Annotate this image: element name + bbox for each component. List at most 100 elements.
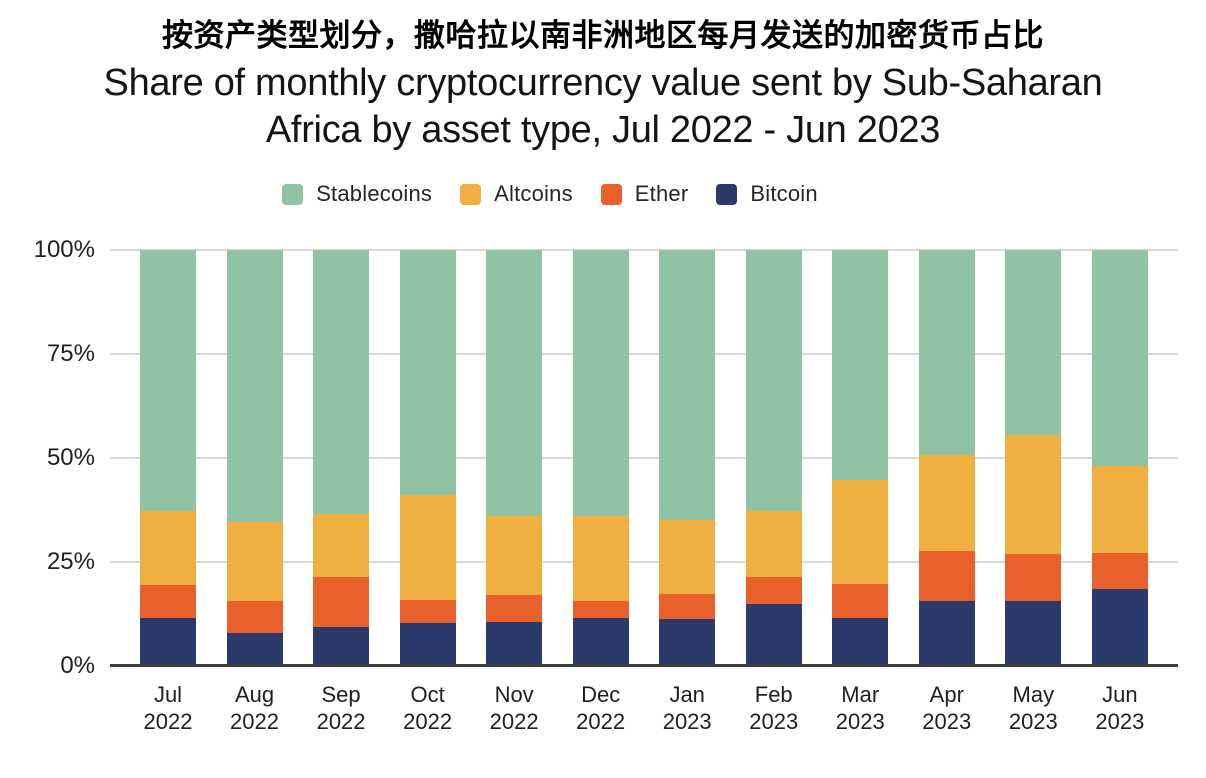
x-tick-line: Oct <box>410 682 445 707</box>
bar-apr-2023 <box>918 250 975 666</box>
segment-stablecoins-may-2023 <box>1005 250 1062 435</box>
x-axis-baseline <box>110 664 1178 667</box>
bar-oct-2022 <box>399 250 456 666</box>
segment-bitcoin-may-2023 <box>1005 600 1062 666</box>
chart-title-chinese: 按资产类型划分，撒哈拉以南非洲地区每月发送的加密货币占比 <box>162 18 1044 53</box>
bar-jul-2022 <box>140 250 196 666</box>
segment-bitcoin-apr-2023 <box>918 601 975 666</box>
segment-stablecoins-aug-2022 <box>226 250 283 523</box>
gridline-25% <box>110 561 1178 563</box>
x-tick-oct-2022: Oct 2022 <box>400 681 456 735</box>
x-tick-line: 2022 <box>576 709 626 734</box>
legend-label-ether: Ether <box>634 181 689 206</box>
x-tick-line: 2023 <box>922 709 972 734</box>
ether-swatch-icon <box>600 183 622 205</box>
x-tick-dec-2022: Dec 2022 <box>573 681 629 735</box>
segment-ether-dec-2022 <box>572 600 629 619</box>
segment-bitcoin-jul-2022 <box>140 618 196 666</box>
x-tick-feb-2023: Feb 2023 <box>746 681 802 735</box>
x-tick-line: Feb <box>754 682 793 707</box>
bitcoin-swatch-icon <box>716 183 738 205</box>
bar-sep-2022 <box>313 250 370 666</box>
segment-ether-may-2023 <box>1005 553 1062 601</box>
segment-altcoins-apr-2023 <box>918 455 975 551</box>
chart-title-english: Share of monthly cryptocurrency value se… <box>0 60 1206 154</box>
segment-bitcoin-dec-2022 <box>572 618 629 666</box>
x-tick-mar-2023: Mar 2023 <box>832 681 888 735</box>
segment-altcoins-mar-2023 <box>832 480 889 585</box>
x-tick-line: Apr <box>929 682 964 707</box>
segment-altcoins-may-2023 <box>1005 434 1062 554</box>
segment-bitcoin-oct-2022 <box>399 623 456 666</box>
x-tick-line: Aug <box>234 682 275 707</box>
x-tick-apr-2023: Apr 2023 <box>919 681 975 735</box>
chart-title-english-line1: Share of monthly cryptocurrency value se… <box>103 62 1103 104</box>
y-tick-label-25%: 25% <box>46 548 95 575</box>
segment-altcoins-nov-2022 <box>486 515 543 595</box>
segment-stablecoins-feb-2023 <box>745 250 802 512</box>
x-tick-line: 2022 <box>143 709 193 734</box>
altcoins-swatch-icon <box>460 183 482 205</box>
legend-label-bitcoin: Bitcoin <box>750 181 818 206</box>
x-tick-line: 2022 <box>489 709 539 734</box>
segment-bitcoin-aug-2022 <box>226 632 283 666</box>
x-tick-jun-2023: Jun 2023 <box>1092 681 1148 735</box>
y-tick-label-0%: 0% <box>60 652 95 679</box>
segment-altcoins-feb-2023 <box>745 511 802 578</box>
chart-title-english-line2: Africa by asset type, Jul 2022 - Jun 202… <box>265 109 941 151</box>
x-tick-line: Dec <box>581 682 621 707</box>
segment-stablecoins-nov-2022 <box>486 250 543 516</box>
segment-ether-apr-2023 <box>918 550 975 602</box>
segment-ether-jun-2023 <box>1091 552 1148 590</box>
segment-stablecoins-oct-2022 <box>399 250 456 496</box>
segment-stablecoins-jan-2023 <box>659 250 716 521</box>
x-tick-line: 2023 <box>662 709 712 734</box>
segment-altcoins-jul-2022 <box>140 511 196 586</box>
x-tick-line: Jul <box>153 682 183 707</box>
legend-label-stablecoins: Stablecoins <box>316 181 433 206</box>
y-tick-label-100%: 100% <box>33 236 95 263</box>
segment-stablecoins-apr-2023 <box>918 250 975 456</box>
segment-altcoins-jan-2023 <box>659 520 716 595</box>
segment-ether-jul-2022 <box>140 585 196 619</box>
x-tick-line: 2022 <box>403 709 453 734</box>
segment-ether-sep-2022 <box>313 577 370 628</box>
bar-nov-2022 <box>486 250 543 666</box>
segment-altcoins-aug-2022 <box>226 522 283 601</box>
x-tick-line: 2023 <box>749 709 799 734</box>
x-tick-sep-2022: Sep 2022 <box>313 681 369 735</box>
segment-bitcoin-jan-2023 <box>659 618 716 666</box>
segment-ether-aug-2022 <box>226 600 283 633</box>
x-tick-line: Jan <box>669 682 705 707</box>
segment-ether-jan-2023 <box>659 594 716 619</box>
bar-feb-2023 <box>745 250 802 666</box>
x-tick-nov-2022: Nov 2022 <box>486 681 542 735</box>
bar-jun-2023 <box>1091 250 1148 666</box>
segment-altcoins-dec-2022 <box>572 515 629 601</box>
segment-ether-oct-2022 <box>399 600 456 624</box>
segment-stablecoins-mar-2023 <box>832 250 889 481</box>
segment-stablecoins-sep-2022 <box>313 250 370 515</box>
bar-dec-2022 <box>572 250 629 666</box>
bar-may-2023 <box>1005 250 1062 666</box>
segment-bitcoin-nov-2022 <box>486 622 543 666</box>
x-tick-jul-2022: Jul 2022 <box>140 681 196 735</box>
plot-area: 0% 25% 50% 75% 100% <box>34 236 1178 679</box>
x-tick-line: 2022 <box>316 709 366 734</box>
segment-bitcoin-sep-2022 <box>313 627 370 666</box>
x-tick-may-2023: May 2023 <box>1005 681 1061 735</box>
x-tick-line: Mar <box>841 682 880 707</box>
x-tick-line: 2022 <box>230 709 279 734</box>
y-tick-label-50%: 50% <box>46 444 95 471</box>
gridline-100% <box>110 249 1178 251</box>
segment-altcoins-sep-2022 <box>313 514 370 578</box>
segment-stablecoins-jul-2022 <box>140 250 196 512</box>
x-tick-jan-2023: Jan 2023 <box>659 681 715 735</box>
segment-stablecoins-jun-2023 <box>1091 250 1148 467</box>
x-tick-line: Jun <box>1102 682 1138 707</box>
bar-aug-2022 <box>226 250 283 666</box>
bars-container <box>110 250 1178 666</box>
segment-ether-feb-2023 <box>745 577 802 604</box>
gridline-75% <box>110 353 1178 355</box>
segment-bitcoin-mar-2023 <box>832 618 889 666</box>
